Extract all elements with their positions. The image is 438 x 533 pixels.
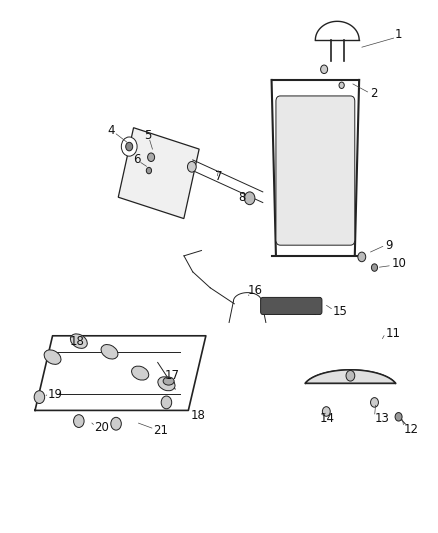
- Circle shape: [126, 142, 133, 151]
- Circle shape: [34, 391, 45, 403]
- Polygon shape: [305, 370, 396, 383]
- Text: 10: 10: [392, 257, 407, 270]
- Text: 4: 4: [107, 124, 115, 137]
- Ellipse shape: [131, 366, 149, 380]
- Text: 5: 5: [145, 130, 152, 142]
- Text: 6: 6: [134, 154, 141, 166]
- Text: 12: 12: [404, 423, 419, 435]
- Bar: [118, 128, 199, 219]
- Text: 13: 13: [374, 412, 389, 425]
- Text: 20: 20: [94, 421, 109, 434]
- Text: 21: 21: [153, 424, 168, 437]
- Circle shape: [187, 161, 196, 172]
- FancyBboxPatch shape: [261, 297, 322, 314]
- Circle shape: [74, 415, 84, 427]
- FancyBboxPatch shape: [276, 96, 355, 245]
- Circle shape: [339, 82, 344, 88]
- Circle shape: [244, 192, 255, 205]
- Text: 9: 9: [385, 239, 393, 252]
- Ellipse shape: [163, 377, 174, 385]
- Text: 8: 8: [239, 191, 246, 204]
- Text: 7: 7: [215, 171, 222, 183]
- Ellipse shape: [44, 350, 61, 365]
- Ellipse shape: [158, 377, 175, 391]
- Text: 2: 2: [370, 87, 378, 100]
- Circle shape: [111, 417, 121, 430]
- Circle shape: [148, 153, 155, 161]
- Circle shape: [161, 396, 172, 409]
- Circle shape: [321, 65, 328, 74]
- Text: 11: 11: [385, 327, 400, 340]
- Text: 18: 18: [191, 409, 205, 422]
- Circle shape: [371, 264, 378, 271]
- Ellipse shape: [71, 334, 87, 349]
- Circle shape: [322, 407, 330, 416]
- Circle shape: [358, 252, 366, 262]
- Circle shape: [146, 167, 152, 174]
- Circle shape: [346, 370, 355, 381]
- Text: 17: 17: [164, 369, 179, 382]
- Text: 16: 16: [247, 284, 262, 297]
- Text: 1: 1: [394, 28, 402, 41]
- Text: 19: 19: [47, 388, 62, 401]
- Text: 18: 18: [70, 335, 85, 348]
- Circle shape: [395, 413, 402, 421]
- Text: 15: 15: [333, 305, 348, 318]
- Circle shape: [371, 398, 378, 407]
- Circle shape: [121, 137, 137, 156]
- Text: 14: 14: [320, 412, 335, 425]
- Ellipse shape: [101, 344, 118, 359]
